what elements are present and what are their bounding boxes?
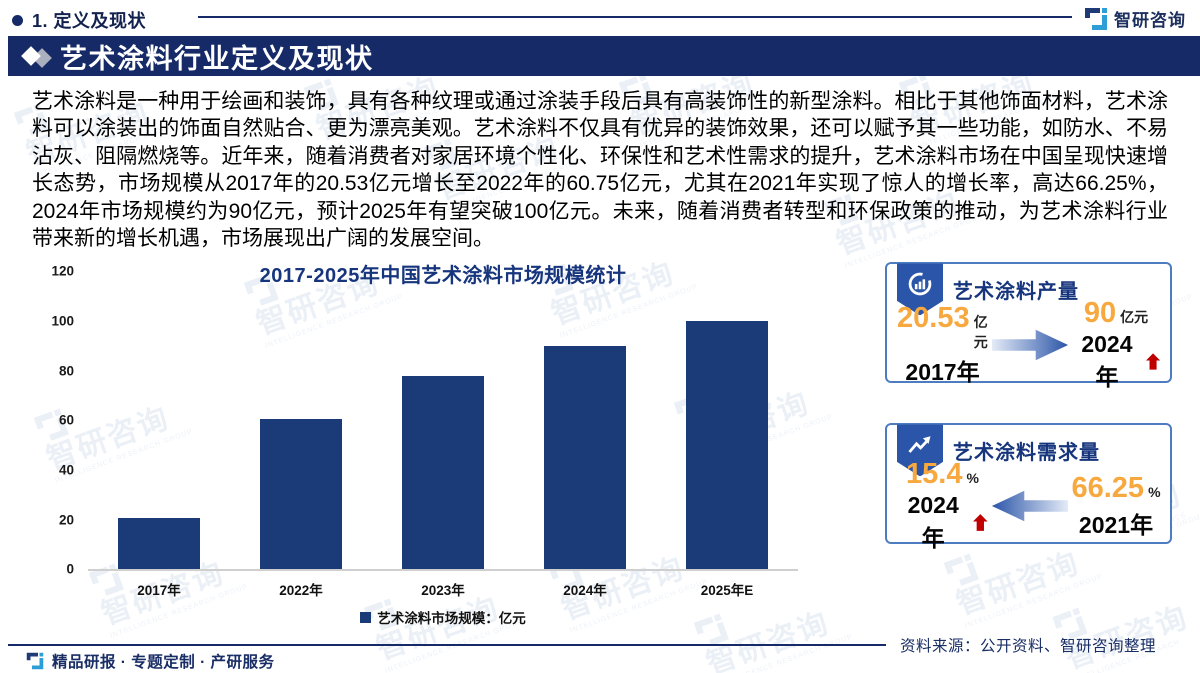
chart-legend: 艺术涂料市场规模：亿元 [88, 607, 798, 627]
card-title: 艺术涂料需求量 [953, 442, 1100, 465]
bar-2024年 [543, 345, 627, 570]
x-axis: 2017年 2022年 2023年 2024年 2025年E [88, 579, 798, 599]
stat-value: 20.53 [897, 302, 970, 335]
stat-value: 66.25 [1071, 471, 1145, 504]
stat-year: 2017年 [905, 359, 980, 386]
x-axis-label: 2022年 [279, 583, 323, 599]
y-axis-tick: 120 [51, 263, 74, 279]
bar-2017年 [117, 518, 201, 570]
bar-slot [514, 271, 656, 570]
brand-logo: 智研咨询 [1084, 6, 1186, 31]
diamond-icon [21, 46, 52, 68]
bar-2025年E [685, 321, 769, 570]
footer-rule [8, 644, 886, 646]
stat-value: 15.4 [906, 458, 963, 491]
market-size-chart: 2017-2025年中国艺术涂料市场规模统计 0 20 40 60 80 100 120 2… [30, 257, 830, 635]
y-axis-tick: 80 [58, 363, 74, 379]
stat-unit: % [1148, 483, 1161, 500]
card-body: 15.4 % 2024年 [897, 458, 1160, 551]
page-title: 艺术涂料行业定义及现状 [60, 43, 374, 74]
page-banner: 艺术涂料行业定义及现状 [8, 36, 1200, 76]
intro-paragraph: 艺术涂料是一种用于绘画和装饰，具有各种纹理或通过涂装手段后具有高装饰性的新型涂料… [32, 90, 1168, 251]
stat-unit: 亿元 [973, 314, 988, 351]
bar-series [88, 271, 798, 570]
up-arrow-icon [973, 514, 988, 532]
y-axis-tick: 40 [58, 462, 74, 478]
y-axis-tick: 20 [58, 512, 74, 528]
production-card: 艺术涂料产量 20.53 亿元 2017年 [885, 262, 1172, 390]
data-source: 资料来源：公开资料、智研咨询整理 [899, 638, 1156, 655]
main-area: 2017-2025年中国艺术涂料市场规模统计 0 20 40 60 80 100 120 2… [0, 257, 1200, 635]
chart-title: 2017-2025年中国艺术涂料市场规模统计 [259, 265, 627, 288]
stat-year: 2024年 [1081, 331, 1133, 391]
up-arrow-icon [1145, 353, 1160, 371]
bar-2023年 [401, 375, 485, 570]
x-axis-label: 2017年 [137, 583, 181, 599]
stat-to: 15.4 % 2024年 [897, 458, 988, 553]
header-rule [198, 16, 1072, 18]
section-label: 1. 定义及现状 [32, 11, 147, 31]
bar-2022年 [259, 418, 343, 570]
stat-from: 66.25 % 2021年 [1071, 471, 1161, 540]
stat-unit: 亿元 [1120, 309, 1149, 326]
bar-slot [88, 271, 230, 570]
stat-from: 20.53 亿元 2017年 [897, 302, 988, 387]
chart-plot-area: 0 20 40 60 80 100 120 [51, 264, 798, 577]
top-bar: 1. 定义及现状 智研咨询 [0, 0, 1200, 36]
x-axis-label: 2023年 [421, 583, 465, 599]
bar-slot [372, 271, 514, 570]
stat-value: 90 [1083, 297, 1117, 330]
y-axis-tick: 0 [66, 561, 74, 577]
y-axis-tick: 60 [58, 412, 74, 428]
bullet-icon [12, 14, 23, 26]
x-axis-label: 2025年E [700, 583, 754, 599]
brand-logo-icon [1085, 7, 1107, 30]
card-title: 艺术涂料产量 [953, 281, 1079, 304]
stat-year: 2024年 [907, 492, 959, 552]
stat-to: 90 亿元 2024年 [1072, 297, 1160, 392]
tagline-text: 精品研报 · 专题定制 · 产研服务 [52, 654, 275, 671]
y-axis-tick: 100 [51, 313, 74, 329]
bar-slot [230, 271, 372, 570]
stat-unit: % [966, 470, 979, 487]
legend-label: 艺术涂料市场规模：亿元 [377, 611, 526, 627]
stat-year: 2021年 [1078, 511, 1154, 538]
brand-name: 智研咨询 [1114, 11, 1186, 30]
legend-swatch [360, 611, 372, 623]
x-axis-label: 2024年 [563, 583, 607, 599]
arrow-right-icon [991, 329, 1069, 361]
stat-cards: 艺术涂料产量 20.53 亿元 2017年 [885, 262, 1172, 635]
y-axis: 0 20 40 60 80 100 120 [34, 264, 80, 577]
brand-logo-icon [26, 652, 44, 670]
footer-tagline: 精品研报 · 专题定制 · 产研服务 [26, 650, 275, 672]
arrow-left-icon [991, 490, 1069, 522]
demand-card: 艺术涂料需求量 15.4 % 2024年 [885, 423, 1172, 551]
bar-slot [656, 271, 798, 570]
section-header: 1. 定义及现状 [12, 7, 146, 33]
card-body: 20.53 亿元 2017年 [897, 297, 1160, 390]
